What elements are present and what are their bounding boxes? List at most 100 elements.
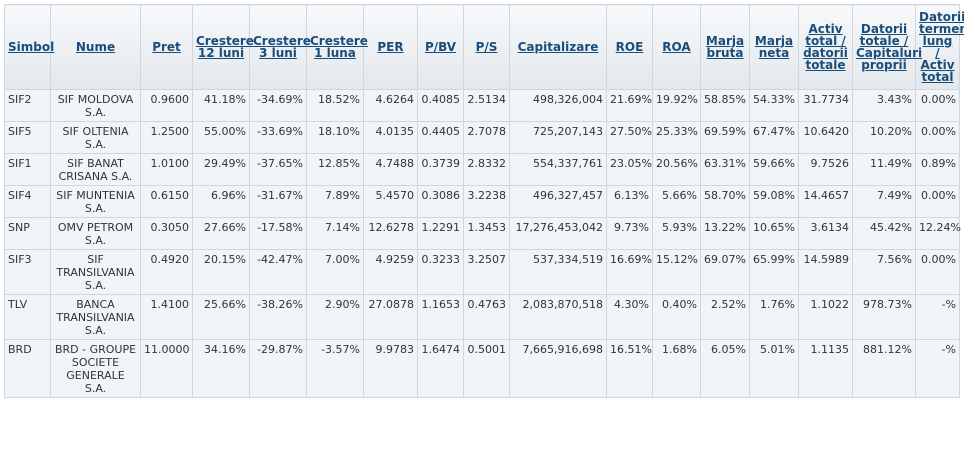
cell-pret: 0.9600	[140, 89, 193, 122]
table-row: SIF4 SIF MUNTENIA S.A. 0.6150 6.96% -31.…	[4, 185, 960, 218]
cell-crestere-1-luna: 12.85%	[306, 153, 364, 186]
cell-simbol: SNP	[4, 217, 51, 250]
cell-simbol: BRD	[4, 339, 51, 398]
column-header-simbol[interactable]: Simbol	[4, 4, 54, 90]
cell-marja-neta: 67.47%	[749, 121, 799, 154]
cell-crestere-12-luni: 6.96%	[192, 185, 250, 218]
cell-pret: 1.2500	[140, 121, 193, 154]
column-header-marja-bruta[interactable]: Marja bruta	[700, 4, 750, 90]
cell-activ-total-datorii-totale: 9.7526	[798, 153, 853, 186]
cell-pbv: 1.2291	[417, 217, 464, 250]
cell-crestere-1-luna: 7.14%	[306, 217, 364, 250]
cell-marja-neta: 5.01%	[749, 339, 799, 398]
cell-roa: 0.40%	[652, 294, 701, 340]
cell-activ-total-datorii-totale: 31.7734	[798, 89, 853, 122]
cell-nume: SIF MUNTENIA S.A.	[50, 185, 141, 218]
cell-pbv: 0.3086	[417, 185, 464, 218]
cell-marja-bruta: 63.31%	[700, 153, 750, 186]
cell-datorii-totale-capitaluri-proprii: 11.49%	[852, 153, 916, 186]
cell-simbol: TLV	[4, 294, 51, 340]
cell-activ-total-datorii-totale: 1.1135	[798, 339, 853, 398]
cell-marja-bruta: 58.85%	[700, 89, 750, 122]
cell-crestere-3-luni: -37.65%	[249, 153, 307, 186]
cell-ps: 0.5001	[463, 339, 510, 398]
column-header-crestere-3-luni[interactable]: Crestere 3 luni	[249, 4, 311, 90]
cell-datorii-totale-capitaluri-proprii: 3.43%	[852, 89, 916, 122]
column-header-capitalizare[interactable]: Capitalizare	[509, 4, 607, 90]
cell-crestere-3-luni: -33.69%	[249, 121, 307, 154]
cell-roe: 23.05%	[606, 153, 653, 186]
cell-crestere-3-luni: -38.26%	[249, 294, 307, 340]
column-header-nume[interactable]: Nume	[50, 4, 141, 90]
cell-per: 5.4570	[363, 185, 418, 218]
cell-crestere-12-luni: 25.66%	[192, 294, 250, 340]
cell-nume: SIF MOLDOVA S.A.	[50, 89, 141, 122]
column-header-datorii-termen-lung-activ-total[interactable]: Datorii termen lung / Activ total	[915, 4, 964, 90]
cell-crestere-3-luni: -31.67%	[249, 185, 307, 218]
cell-capitalizare: 17,276,453,042	[509, 217, 607, 250]
cell-marja-neta: 10.65%	[749, 217, 799, 250]
column-header-roa[interactable]: ROA	[652, 4, 701, 90]
cell-marja-bruta: 2.52%	[700, 294, 750, 340]
cell-marja-neta: 59.08%	[749, 185, 799, 218]
table-row: SIF1 SIF BANAT CRISANA S.A. 1.0100 29.49…	[4, 153, 960, 186]
cell-pbv: 0.4085	[417, 89, 464, 122]
column-header-pbv[interactable]: P/BV	[417, 4, 464, 90]
cell-marja-neta: 54.33%	[749, 89, 799, 122]
cell-ps: 3.2238	[463, 185, 510, 218]
cell-roa: 5.66%	[652, 185, 701, 218]
cell-crestere-1-luna: 18.10%	[306, 121, 364, 154]
cell-capitalizare: 496,327,457	[509, 185, 607, 218]
cell-crestere-12-luni: 34.16%	[192, 339, 250, 398]
cell-crestere-1-luna: 7.00%	[306, 249, 364, 295]
table-row: SIF2 SIF MOLDOVA S.A. 0.9600 41.18% -34.…	[4, 89, 960, 122]
cell-simbol: SIF4	[4, 185, 51, 218]
cell-per: 12.6278	[363, 217, 418, 250]
cell-roe: 27.50%	[606, 121, 653, 154]
cell-crestere-12-luni: 55.00%	[192, 121, 250, 154]
cell-activ-total-datorii-totale: 14.4657	[798, 185, 853, 218]
cell-pret: 0.6150	[140, 185, 193, 218]
cell-simbol: SIF5	[4, 121, 51, 154]
cell-capitalizare: 2,083,870,518	[509, 294, 607, 340]
cell-capitalizare: 725,207,143	[509, 121, 607, 154]
cell-capitalizare: 498,326,004	[509, 89, 607, 122]
column-header-crestere-1-luna[interactable]: Crestere 1 luna	[306, 4, 368, 90]
column-header-roe[interactable]: ROE	[606, 4, 653, 90]
cell-marja-neta: 1.76%	[749, 294, 799, 340]
column-header-datorii-totale-capitaluri-proprii[interactable]: Datorii totale / Capitaluri proprii	[852, 4, 922, 90]
cell-datorii-totale-capitaluri-proprii: 978.73%	[852, 294, 916, 340]
cell-pbv: 1.1653	[417, 294, 464, 340]
cell-datorii-totale-capitaluri-proprii: 45.42%	[852, 217, 916, 250]
cell-roa: 1.68%	[652, 339, 701, 398]
cell-marja-bruta: 58.70%	[700, 185, 750, 218]
cell-roe: 21.69%	[606, 89, 653, 122]
cell-datorii-totale-capitaluri-proprii: 10.20%	[852, 121, 916, 154]
cell-crestere-12-luni: 27.66%	[192, 217, 250, 250]
cell-nume: SIF OLTENIA S.A.	[50, 121, 141, 154]
cell-crestere-1-luna: -3.57%	[306, 339, 364, 398]
cell-simbol: SIF2	[4, 89, 51, 122]
cell-per: 27.0878	[363, 294, 418, 340]
column-header-per[interactable]: PER	[363, 4, 418, 90]
cell-datorii-totale-capitaluri-proprii: 7.49%	[852, 185, 916, 218]
column-header-ps[interactable]: P/S	[463, 4, 510, 90]
cell-datorii-totale-capitaluri-proprii: 7.56%	[852, 249, 916, 295]
cell-marja-bruta: 6.05%	[700, 339, 750, 398]
cell-capitalizare: 554,337,761	[509, 153, 607, 186]
cell-marja-bruta: 69.59%	[700, 121, 750, 154]
cell-roa: 15.12%	[652, 249, 701, 295]
column-header-marja-neta[interactable]: Marja neta	[749, 4, 799, 90]
column-header-activ-total-datorii-totale[interactable]: Activ total / datorii totale	[798, 4, 853, 90]
column-header-crestere-12-luni[interactable]: Crestere 12 luni	[192, 4, 254, 90]
cell-capitalizare: 7,665,916,698	[509, 339, 607, 398]
cell-per: 4.9259	[363, 249, 418, 295]
cell-ps: 0.4763	[463, 294, 510, 340]
cell-crestere-3-luni: -29.87%	[249, 339, 307, 398]
cell-crestere-3-luni: -17.58%	[249, 217, 307, 250]
cell-pret: 1.0100	[140, 153, 193, 186]
table-row: SNP OMV PETROM S.A. 0.3050 27.66% -17.58…	[4, 217, 961, 250]
column-header-pret[interactable]: Pret	[140, 4, 193, 90]
cell-nume: SIF BANAT CRISANA S.A.	[50, 153, 141, 186]
cell-datorii-termen-lung-activ-total: -%	[915, 294, 960, 340]
